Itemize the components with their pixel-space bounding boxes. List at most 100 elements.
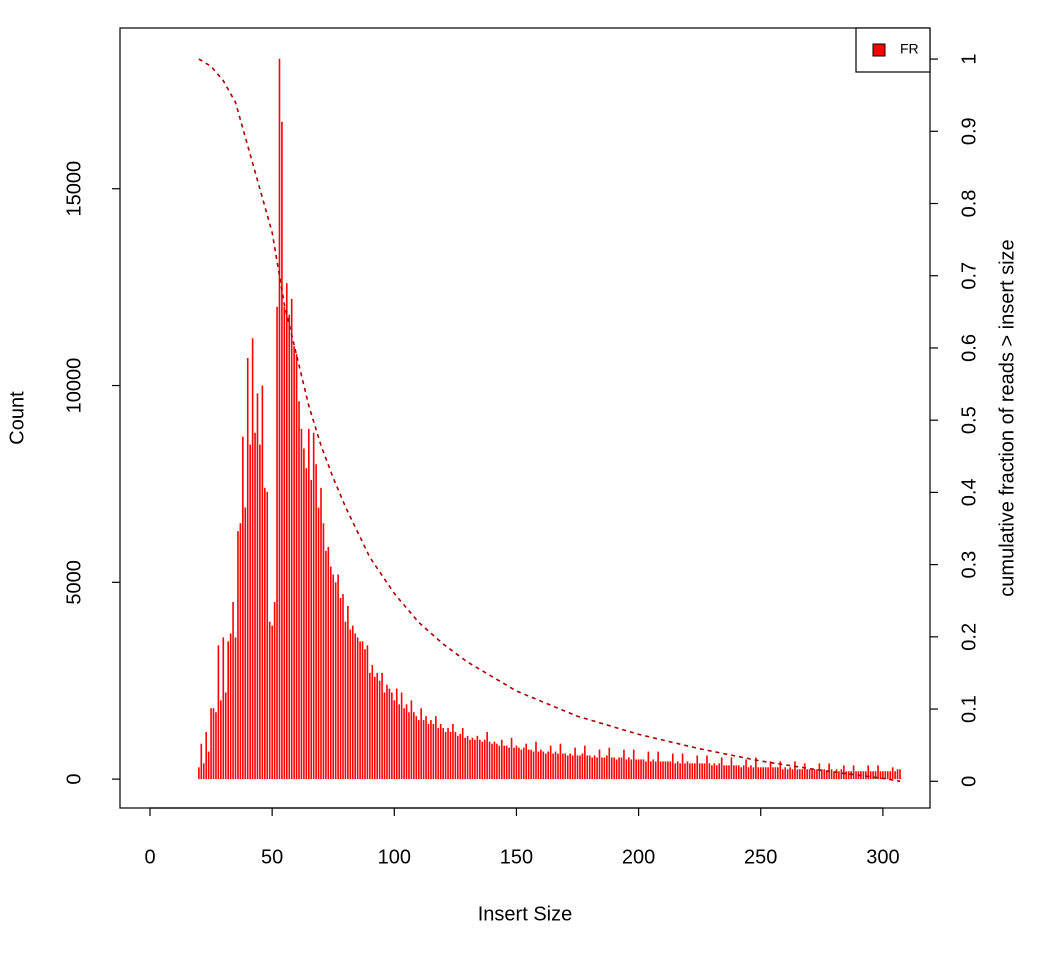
bar — [852, 765, 855, 780]
bar — [816, 769, 818, 780]
bar — [491, 743, 493, 780]
bar — [505, 745, 508, 780]
bar — [359, 641, 361, 780]
bar — [562, 753, 564, 780]
bar — [847, 771, 850, 780]
bar — [488, 741, 491, 780]
bar — [369, 672, 371, 780]
legend-label: FR — [900, 41, 919, 57]
bar — [811, 769, 813, 780]
legend-box — [855, 27, 931, 73]
bar — [249, 444, 251, 780]
bar — [652, 759, 655, 780]
bar — [825, 771, 828, 780]
bar — [650, 761, 652, 780]
bar — [332, 574, 335, 780]
y-axis-label: Count — [6, 391, 28, 445]
bar — [674, 763, 677, 780]
x-tick-label: 250 — [744, 846, 777, 868]
bar — [799, 769, 801, 780]
x-tick-label: 0 — [144, 846, 155, 868]
y2-tick-label: 0.2 — [958, 623, 980, 651]
bar — [273, 601, 276, 780]
bar — [662, 761, 664, 780]
bar — [405, 704, 408, 780]
y2-tick-label: 1 — [958, 53, 980, 64]
bar — [786, 769, 789, 780]
bar — [889, 771, 892, 780]
bar — [549, 745, 552, 780]
bar — [439, 724, 442, 780]
bar — [234, 637, 237, 780]
y2-tick-label: 0.3 — [958, 551, 980, 579]
bar — [469, 739, 471, 780]
bar — [647, 751, 650, 780]
bar — [256, 393, 259, 780]
bar — [293, 346, 295, 780]
bar — [527, 749, 530, 780]
bar — [701, 763, 703, 780]
bar — [518, 747, 520, 780]
bar — [723, 765, 725, 780]
y-tick-label: 0 — [63, 774, 85, 785]
bar — [410, 700, 413, 780]
bar — [874, 771, 877, 780]
bar — [242, 436, 244, 780]
y2-tick-label: 0.6 — [958, 334, 980, 362]
bar — [327, 546, 330, 780]
bar — [557, 753, 559, 780]
bar — [669, 761, 672, 780]
bar — [703, 763, 706, 780]
bar — [686, 761, 689, 780]
bar — [586, 755, 589, 780]
bar — [759, 767, 762, 780]
y2-tick-label: 0.5 — [958, 406, 980, 434]
bar — [588, 755, 591, 780]
bar — [843, 765, 845, 780]
bar — [395, 688, 398, 780]
bar — [796, 769, 799, 780]
bar — [271, 625, 273, 780]
bar — [288, 314, 291, 780]
bar — [283, 306, 286, 780]
x-tick-label: 50 — [261, 846, 283, 868]
bar — [510, 737, 513, 780]
bar — [750, 765, 752, 780]
bar — [212, 708, 215, 780]
bar — [202, 763, 205, 780]
bar — [635, 759, 637, 780]
bar — [886, 771, 889, 780]
bar — [205, 731, 207, 780]
bar — [679, 763, 681, 780]
bar — [882, 771, 884, 780]
y2-axis-label: cumulative fraction of reads > insert si… — [996, 239, 1018, 596]
bar — [508, 747, 510, 780]
bar — [420, 708, 422, 780]
bar — [620, 757, 623, 780]
bar — [349, 629, 352, 780]
bar — [752, 767, 755, 780]
bar — [740, 767, 743, 780]
x-tick-label: 200 — [622, 846, 655, 868]
bar — [513, 747, 515, 780]
bar — [667, 761, 669, 780]
bar — [581, 753, 584, 780]
bar — [366, 645, 369, 780]
bar — [879, 771, 882, 780]
bar — [457, 735, 459, 780]
bar — [342, 594, 344, 780]
bar — [361, 641, 364, 780]
y2-tick-label: 0.8 — [958, 190, 980, 218]
bar — [459, 733, 462, 780]
bar — [444, 731, 447, 780]
bar — [239, 523, 242, 780]
bar — [896, 769, 899, 780]
bar — [711, 765, 713, 780]
bar — [215, 712, 217, 780]
bar — [747, 767, 750, 780]
bar — [821, 769, 823, 780]
bar — [381, 672, 383, 780]
bar — [268, 621, 271, 780]
bar — [625, 759, 628, 780]
bar — [891, 767, 894, 780]
